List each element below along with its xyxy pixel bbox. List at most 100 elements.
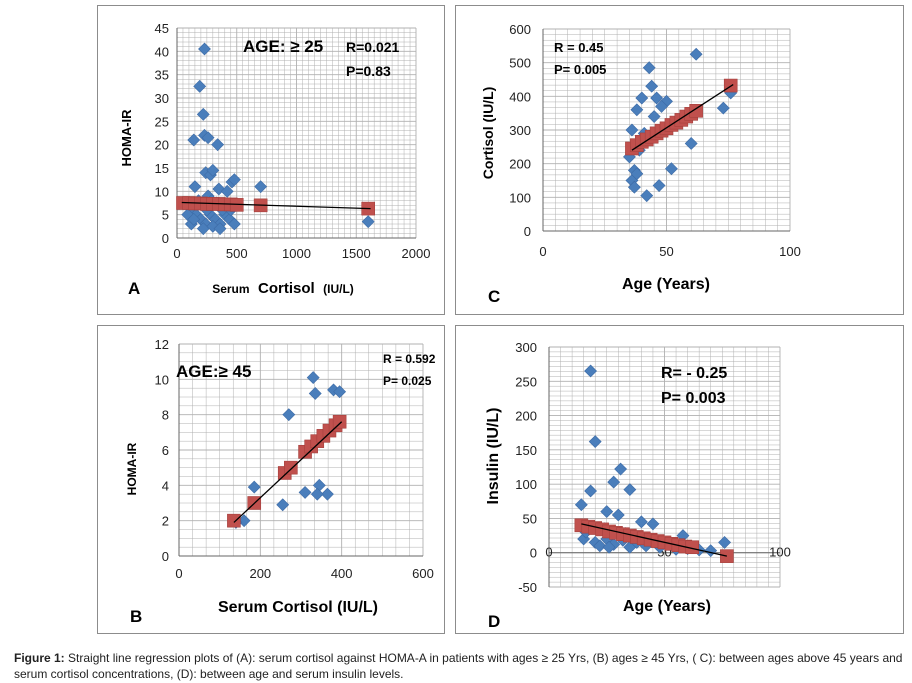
chart-a-ytick-label: 25 [155, 114, 169, 129]
figure-caption: Figure 1: Straight line regression plots… [14, 650, 904, 682]
chart-d-point [718, 536, 731, 549]
chart-a-ytick-label: 30 [155, 91, 169, 106]
chart-b-point [276, 498, 290, 512]
panel-label-b: B [130, 607, 142, 626]
chart-c-point [716, 101, 730, 115]
chart-a-point [227, 173, 241, 187]
caption-text: Straight line regression plots of (A): s… [14, 651, 903, 681]
chart-c-point [655, 100, 668, 113]
chart-b-fit-marker [332, 414, 347, 429]
chart-b-stat-r: R = 0.592 [383, 352, 436, 366]
caption-label: Figure 1: [14, 651, 65, 665]
chart-b-point [321, 487, 334, 501]
chart-d-point [634, 515, 648, 529]
chart-c-point [689, 47, 703, 61]
chart-c-point [642, 61, 656, 75]
chart-d-ytick-label: 50 [523, 511, 537, 526]
chart-d-point [588, 435, 602, 449]
chart-b-xlabel: Serum Cortisol (IU/L) [218, 599, 378, 616]
chart-c-point [630, 167, 644, 181]
chart-a-xtick-label: 500 [226, 246, 248, 261]
chart-c-point [640, 189, 654, 203]
chart-a-ytick-label: 35 [155, 68, 169, 83]
chart-a-ytick-label: 0 [162, 231, 169, 246]
chart-a-title: AGE: ≥ 25 [243, 37, 323, 56]
chart-b-point [298, 485, 312, 499]
chart-a-point [206, 163, 220, 177]
chart-d-point [611, 508, 625, 522]
chart-c-point [665, 162, 678, 176]
chart-a-point [187, 212, 201, 226]
chart-a-point [254, 180, 268, 194]
chart-a-xtick-label: 0 [173, 246, 180, 261]
panel-d: 0 50 100 -50 0 50 100 150 200 250 300 R= - 0.25 P=… [455, 325, 904, 634]
chart-b-xtick-label: 200 [249, 566, 271, 581]
chart-c-ytick-label: 600 [509, 22, 531, 37]
chart-c-xlabel: Age (Years) [622, 276, 710, 293]
chart-b-point [282, 408, 296, 422]
chart-b-xtick-label: 600 [412, 566, 434, 581]
chart-d-point [704, 544, 718, 558]
chart-d-point [623, 483, 637, 497]
chart-b-ytick-label: 0 [162, 549, 169, 564]
chart-a-regression-line [181, 201, 371, 210]
chart-a-ytick-label: 20 [155, 138, 169, 153]
chart-b-point [247, 480, 261, 494]
chart-a-xlabel: Serum Cortisol (IU/L) [212, 280, 354, 297]
chart-c-point [650, 91, 664, 105]
chart-c-xtick-label: 50 [659, 244, 673, 259]
chart-d-ytick-label: 100 [515, 477, 537, 492]
chart-a-point [187, 133, 201, 147]
chart-a-point [198, 42, 211, 56]
chart-c-xtick-label: 100 [779, 244, 801, 259]
chart-a-ytick-label: 45 [155, 21, 169, 36]
chart-b-stat-p: P= 0.025 [383, 374, 432, 388]
panel-c: 0 50 100 0 100 200 300 400 500 600 R = 0.45 P= 0.… [455, 5, 904, 315]
chart-a-xtick-label: 1000 [282, 246, 311, 261]
chart-c-point [684, 137, 698, 150]
chart-c-point [630, 103, 644, 117]
chart-a-xlabel-serum: Serum [212, 282, 249, 296]
chart-a-xlabel-unit: (IU/L) [323, 282, 354, 296]
chart-c-point [627, 180, 641, 194]
chart-b-ytick-label: 6 [162, 443, 169, 458]
chart-a-xlabel-cortisol: Cortisol [258, 280, 315, 297]
chart-a-ytick-label: 10 [155, 184, 169, 199]
chart-c-point [635, 91, 649, 105]
chart-b-ytick-label: 4 [162, 478, 169, 493]
chart-d-ytick-label: 150 [515, 443, 537, 458]
chart-c-stat-r: R = 0.45 [554, 40, 604, 55]
chart-a-ytick-label: 40 [155, 44, 169, 59]
chart-b-ytick-label: 12 [155, 337, 169, 352]
chart-b-point [312, 478, 326, 492]
chart-d-point [600, 505, 614, 518]
chart-a-stat-p: P=0.83 [346, 63, 391, 79]
chart-d-point [584, 364, 598, 378]
chart-d-ytick-label: 300 [515, 340, 537, 355]
panel-a: 0 500 1000 1500 2000 0 5 10 15 20 25 30 35 40 45 AGE: … [97, 5, 445, 315]
chart-b-svg: 0 200 400 600 0 2 4 6 8 10 12 AGE:≥ 45 R = 0.592 P… [125, 337, 436, 626]
chart-c-ytick-label: 500 [509, 56, 531, 71]
chart-c-stat-p: P= 0.005 [554, 62, 606, 77]
chart-a-ylabel: HOMA-IR [119, 109, 134, 167]
chart-b-title: AGE:≥ 45 [176, 362, 251, 381]
chart-c-point [645, 79, 659, 93]
chart-d-ytick-label: 200 [515, 409, 537, 424]
chart-a-point [213, 222, 227, 236]
chart-a-xtick-label: 2000 [402, 246, 431, 261]
chart-d-xtick-label: 100 [769, 545, 791, 560]
chart-d-stat-r: R= - 0.25 [661, 365, 727, 382]
chart-b-point [306, 371, 320, 384]
chart-a-point [220, 184, 234, 198]
chart-c-ytick-label: 400 [509, 89, 531, 104]
chart-b-ytick-label: 2 [162, 514, 169, 529]
chart-d-point [574, 498, 588, 512]
chart-b-fit-marker [227, 513, 241, 528]
chart-d-stat-p: P= 0.003 [661, 390, 726, 407]
chart-b-point [333, 385, 347, 399]
chart-c-regression-line [631, 84, 734, 151]
panel-label-d: D [488, 612, 500, 631]
chart-b-xtick-label: 400 [331, 566, 353, 581]
chart-a-point [211, 138, 225, 152]
panel-label-c: C [488, 287, 500, 306]
